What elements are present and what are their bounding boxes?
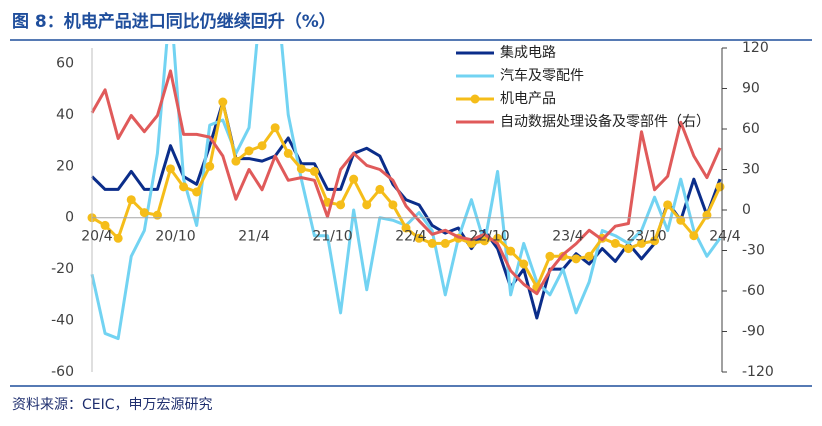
marker xyxy=(113,233,123,243)
marker xyxy=(152,210,162,220)
marker xyxy=(480,236,489,246)
y2-tick-label: -90 xyxy=(742,324,765,340)
source: 资料来源：CEIC，申万宏源研究 xyxy=(12,397,213,413)
marker xyxy=(231,156,241,166)
y-tick-label: 40 xyxy=(56,107,74,123)
marker xyxy=(545,251,555,261)
x-tick-label: 21/4 xyxy=(238,229,270,245)
marker xyxy=(362,200,372,210)
series-line xyxy=(90,44,722,341)
x-tick-label: 23/4 xyxy=(552,229,584,245)
marker xyxy=(689,231,699,241)
marker xyxy=(584,251,594,261)
marker xyxy=(296,164,306,174)
y-tick-label: 60 xyxy=(56,55,74,71)
marker xyxy=(427,238,437,248)
marker xyxy=(336,200,346,210)
y-tick-label: 0 xyxy=(65,210,74,226)
marker xyxy=(650,236,660,246)
marker xyxy=(506,246,516,256)
series-line xyxy=(90,69,722,296)
x-tick-label: 23/10 xyxy=(626,229,666,245)
marker xyxy=(375,184,385,194)
marker xyxy=(466,238,476,248)
marker xyxy=(166,164,175,174)
y2-tick-label: 120 xyxy=(742,40,769,56)
y-tick-label: -40 xyxy=(51,313,74,329)
marker xyxy=(637,238,646,248)
marker xyxy=(257,141,267,151)
y2-tick-label: 60 xyxy=(742,121,760,137)
marker xyxy=(676,215,686,225)
y2-tick-label: -30 xyxy=(742,243,765,259)
x-tick-label: 20/4 xyxy=(81,229,113,245)
marker xyxy=(126,195,136,205)
x-tick-label: 22/4 xyxy=(395,229,427,245)
marker xyxy=(218,97,228,107)
marker xyxy=(702,210,712,220)
plot xyxy=(87,44,725,341)
legend-label: 机电产品 xyxy=(500,91,556,107)
x-tick-label: 24/4 xyxy=(709,229,741,245)
marker xyxy=(244,146,254,156)
legend-label: 集成电路 xyxy=(500,44,556,61)
marker xyxy=(283,148,293,158)
marker xyxy=(414,233,424,243)
marker xyxy=(610,238,620,248)
marker xyxy=(388,200,398,210)
legend-label: 汽车及零配件 xyxy=(500,67,584,84)
marker xyxy=(349,174,359,184)
legend-marker xyxy=(470,94,480,104)
y-tick-label: 20 xyxy=(56,158,74,174)
marker xyxy=(179,182,189,192)
y2-tick-label: 30 xyxy=(742,162,760,178)
y-tick-label: -60 xyxy=(51,364,74,380)
marker xyxy=(270,123,280,133)
marker xyxy=(715,182,725,192)
marker xyxy=(192,187,202,197)
chart-title: 图 8：机电产品进口同比仍继续回升（%） xyxy=(12,11,336,32)
series-line xyxy=(90,100,722,320)
x-tick-label: 20/10 xyxy=(155,229,195,245)
marker xyxy=(205,161,215,171)
y2-tick-label: 90 xyxy=(742,81,760,97)
marker xyxy=(440,238,450,248)
marker xyxy=(519,259,529,269)
x-tick-label: 22/10 xyxy=(469,229,509,245)
x-tick-label: 21/10 xyxy=(312,229,352,245)
marker xyxy=(309,166,319,176)
marker xyxy=(623,244,633,254)
y-tick-label: -20 xyxy=(51,261,74,277)
y2-tick-label: -120 xyxy=(742,364,774,380)
legend-label: 自动数据处理设备及零部件（右） xyxy=(500,113,710,130)
y2-tick-label: 0 xyxy=(742,202,751,218)
marker xyxy=(401,223,411,233)
marker xyxy=(100,220,110,230)
marker xyxy=(571,254,581,264)
marker xyxy=(139,208,149,218)
y2-tick-label: -60 xyxy=(742,283,765,299)
marker xyxy=(663,200,673,210)
